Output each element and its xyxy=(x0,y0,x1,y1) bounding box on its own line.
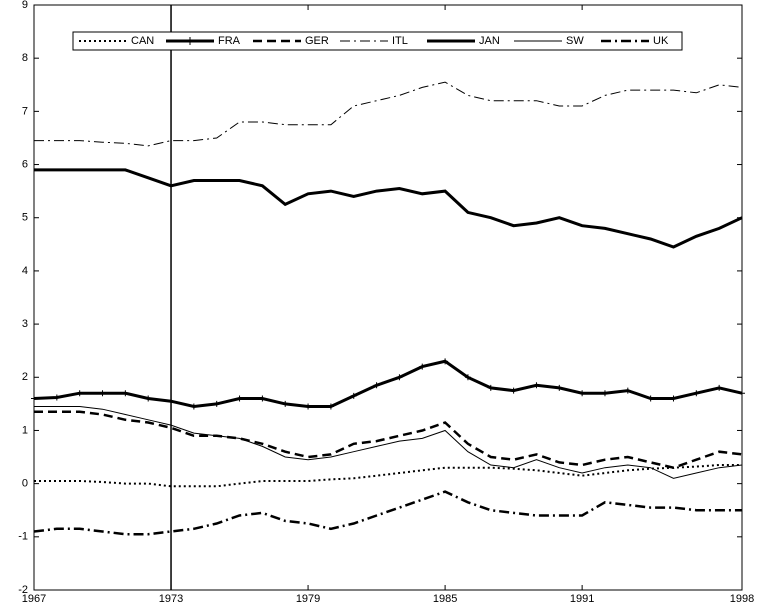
series-marker xyxy=(670,395,677,402)
series-marker xyxy=(350,392,357,399)
legend-label: UK xyxy=(653,35,669,47)
series-marker xyxy=(190,403,197,410)
y-tick-label: 4 xyxy=(22,265,28,277)
x-tick-label: 1985 xyxy=(433,593,457,604)
series-line xyxy=(34,406,743,479)
series-marker xyxy=(533,382,540,389)
y-tick-label: -2 xyxy=(18,584,28,596)
series-line xyxy=(34,81,743,147)
series-marker xyxy=(122,390,129,397)
legend-label: FRA xyxy=(218,35,241,47)
series-marker xyxy=(510,387,517,394)
series-marker xyxy=(76,390,83,397)
series-marker xyxy=(213,400,220,407)
series-marker xyxy=(716,384,723,391)
legend-box xyxy=(72,31,683,51)
series-marker xyxy=(236,395,243,402)
series-marker xyxy=(282,400,289,407)
series-marker xyxy=(693,390,700,397)
y-tick-label: 5 xyxy=(22,212,28,224)
series-marker xyxy=(396,374,403,381)
series-marker xyxy=(373,382,380,389)
series-marker xyxy=(327,403,334,410)
series-marker xyxy=(305,403,312,410)
series-marker xyxy=(99,390,106,397)
y-tick-label: 2 xyxy=(22,371,28,383)
x-tick-label: 1991 xyxy=(570,593,594,604)
series-marker xyxy=(53,394,60,401)
series-marker xyxy=(739,390,745,397)
y-tick-label: 3 xyxy=(22,318,28,330)
series-line xyxy=(33,359,743,409)
legend-label: JAN xyxy=(479,35,500,47)
series-marker xyxy=(419,363,426,370)
legend: CAN FRA GER ITL JAN SW UK xyxy=(72,31,683,51)
series-marker xyxy=(624,387,631,394)
y-tick-label: 1 xyxy=(22,424,28,436)
series-marker xyxy=(647,395,654,402)
y-tick-label: 8 xyxy=(22,52,28,64)
series-line xyxy=(33,490,742,536)
series-marker xyxy=(464,374,471,381)
x-tick-label: 1973 xyxy=(159,593,183,604)
x-tick-label: 1998 xyxy=(730,593,754,604)
y-tick-label: 7 xyxy=(22,105,28,117)
legend-label: ITL xyxy=(392,35,408,47)
plot-frame xyxy=(33,4,743,591)
series-marker xyxy=(145,395,152,402)
series-marker xyxy=(601,390,608,397)
legend-label: GER xyxy=(305,35,329,47)
series-marker xyxy=(556,384,563,391)
series-line xyxy=(34,168,743,249)
x-tick-label: 1967 xyxy=(22,593,46,604)
series-marker xyxy=(31,395,37,402)
series-marker xyxy=(579,390,586,397)
y-tick-label: 6 xyxy=(22,158,28,170)
y-tick-label: 0 xyxy=(22,478,28,490)
y-tick-label: 9 xyxy=(22,0,28,11)
series-marker xyxy=(259,395,266,402)
series-marker xyxy=(487,384,494,391)
series-line xyxy=(34,410,743,469)
legend-marker xyxy=(187,37,193,45)
x-tick-label: 1979 xyxy=(296,593,320,604)
series-marker xyxy=(442,358,449,365)
series-line xyxy=(34,464,742,488)
legend-label: SW xyxy=(566,35,584,47)
y-tick-label: -1 xyxy=(18,531,28,543)
series-marker xyxy=(168,398,175,405)
legend-label: CAN xyxy=(131,35,154,47)
